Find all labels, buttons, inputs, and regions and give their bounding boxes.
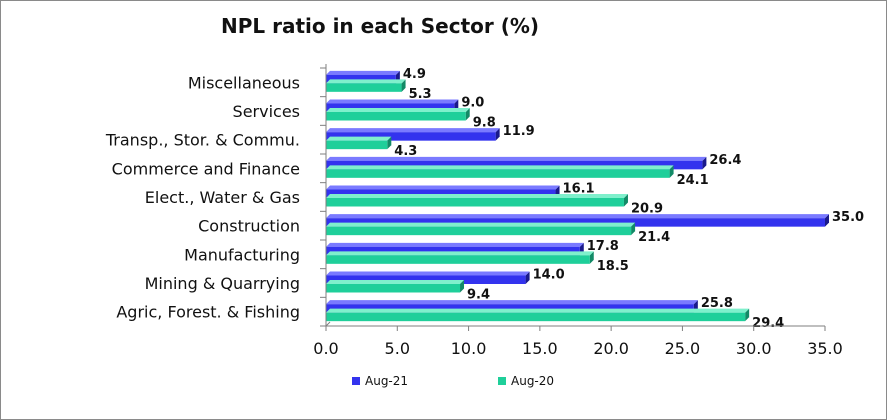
x-tick-label: 15.0 xyxy=(522,339,558,358)
x-tick-label: 5.0 xyxy=(385,339,410,358)
legend-label: Aug-20 xyxy=(511,374,554,388)
bar-top xyxy=(326,194,628,198)
data-label: 14.0 xyxy=(533,268,565,283)
bar-top xyxy=(326,99,459,104)
bar-side xyxy=(387,136,392,150)
bar-side xyxy=(631,222,636,236)
bar-aug-20-2 xyxy=(326,140,388,150)
category-label: Agric, Forest. & Fishing xyxy=(116,303,300,322)
data-label: 9.8 xyxy=(473,116,496,131)
data-label: 5.3 xyxy=(409,87,432,102)
bar-top xyxy=(326,108,470,112)
bar-top xyxy=(326,308,750,313)
category-label: Transp., Stor. & Commu. xyxy=(105,131,300,150)
bar-side xyxy=(495,128,500,141)
data-label: 9.0 xyxy=(461,96,484,111)
legend-label: Aug-21 xyxy=(365,374,408,388)
data-label: 18.5 xyxy=(597,259,629,274)
data-label: 16.1 xyxy=(563,182,595,197)
bar-top xyxy=(326,185,560,190)
bar-top xyxy=(326,300,698,305)
bar-side xyxy=(589,251,594,264)
axis-depth-edge xyxy=(325,321,331,327)
bar-side xyxy=(401,79,406,92)
data-label: 21.4 xyxy=(638,230,670,245)
bar-aug-21-8 xyxy=(326,304,694,313)
data-label: 20.9 xyxy=(631,202,663,217)
bar-aug-20-0 xyxy=(326,83,402,92)
bar-aug-21-4 xyxy=(326,189,556,198)
bar-side xyxy=(669,165,674,178)
category-label: Services xyxy=(233,102,300,121)
bar-top xyxy=(326,70,400,75)
x-tick-label: 35.0 xyxy=(807,339,843,358)
bar-aug-21-6 xyxy=(326,246,580,256)
bar-top xyxy=(326,156,707,161)
category-label: Commerce and Finance xyxy=(112,159,300,178)
bar-aug-20-4 xyxy=(326,198,624,207)
bar-aug-21-1 xyxy=(326,103,455,112)
bar-side xyxy=(702,156,707,170)
bar-aug-20-6 xyxy=(326,255,590,264)
category-label: Mining & Quarrying xyxy=(145,274,300,293)
legend-swatch-aug-20 xyxy=(498,377,506,385)
bar-aug-21-2 xyxy=(326,132,496,141)
category-label: Construction xyxy=(198,217,300,236)
bar-aug-21-3 xyxy=(326,160,703,170)
bar-side xyxy=(623,194,628,207)
bar-top xyxy=(326,136,392,141)
bar-top xyxy=(326,165,674,170)
legend-swatch-aug-21 xyxy=(352,377,360,385)
bar-top xyxy=(326,280,465,284)
bar-top xyxy=(326,214,829,219)
x-tick-label: 20.0 xyxy=(593,339,629,358)
x-tick-label: 25.0 xyxy=(665,339,701,358)
bar-side xyxy=(825,214,829,227)
bar-side xyxy=(745,308,750,322)
bar-side xyxy=(460,280,465,293)
bar-aug-21-0 xyxy=(326,74,396,84)
bar-aug-20-3 xyxy=(326,169,670,178)
bar-top xyxy=(326,128,500,133)
bar-aug-21-5 xyxy=(326,218,825,227)
data-label: 17.8 xyxy=(587,239,619,254)
data-label: 25.8 xyxy=(701,296,733,311)
bar-side xyxy=(525,271,530,284)
data-label: 26.4 xyxy=(709,153,741,168)
data-label: 4.9 xyxy=(403,67,426,82)
data-label: 35.0 xyxy=(832,210,864,225)
bar-top xyxy=(326,222,636,227)
category-label: Elect., Water & Gas xyxy=(145,188,300,207)
x-tick-label: 0.0 xyxy=(313,339,338,358)
bar-aug-20-5 xyxy=(326,226,632,236)
data-label: 24.1 xyxy=(677,173,709,188)
bar-side xyxy=(465,108,470,121)
data-label: 4.3 xyxy=(394,144,417,159)
x-tick-label: 10.0 xyxy=(451,339,487,358)
category-label: Miscellaneous xyxy=(188,73,300,92)
bar-top xyxy=(326,79,406,84)
bar-aug-20-1 xyxy=(326,112,466,121)
bar-aug-21-7 xyxy=(326,275,526,284)
bar-top xyxy=(326,271,530,276)
bar-aug-20-8 xyxy=(326,312,746,322)
data-label: 11.9 xyxy=(503,124,535,139)
x-tick-label: 30.0 xyxy=(736,339,772,358)
data-label: 29.4 xyxy=(752,316,784,331)
plot-area: 4.9 9.0 11.9 26.4 16.1 35.0 17.8 14.0 25.8 5.3 9.8… xyxy=(105,64,864,388)
bar-top xyxy=(326,242,584,247)
chart-title: NPL ratio in each Sector (%) xyxy=(220,14,540,38)
category-label: Manufacturing xyxy=(184,245,300,264)
bar-top xyxy=(326,251,594,256)
bar-aug-20-7 xyxy=(326,284,461,293)
data-label: 9.4 xyxy=(467,288,490,303)
